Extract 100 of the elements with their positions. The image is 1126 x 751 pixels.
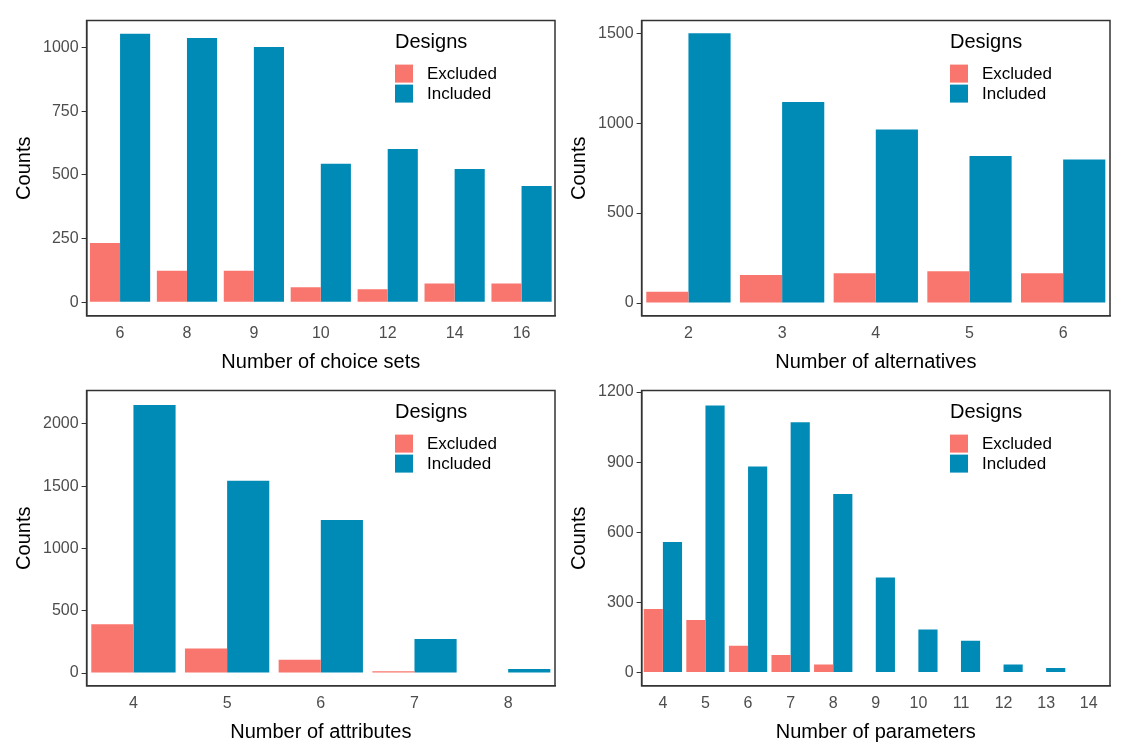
x-tick-label: 8 — [828, 693, 838, 711]
y-tick-label: 0 — [69, 292, 79, 310]
x-axis-title: Number of choice sets — [221, 349, 421, 372]
bar — [387, 148, 418, 302]
bar — [278, 659, 321, 673]
bar — [521, 185, 552, 302]
x-tick-label: 10 — [311, 323, 330, 341]
y-tick-label: 1000 — [43, 538, 79, 556]
y-tick-label: 500 — [51, 165, 79, 183]
bar — [662, 542, 683, 672]
bar — [454, 169, 485, 302]
legend-title: Designs — [950, 400, 1023, 423]
x-tick-label: 4 — [128, 693, 138, 711]
bar — [782, 101, 825, 303]
bar — [320, 519, 363, 673]
bar — [918, 629, 938, 672]
y-axis-title: Counts — [566, 506, 589, 570]
x-tick-label: 4 — [871, 323, 881, 341]
x-tick-label: 11 — [952, 693, 970, 711]
bar — [771, 654, 791, 672]
x-tick-label: 6 — [743, 693, 753, 711]
y-tick-label: 1500 — [598, 23, 634, 41]
legend-label: Included — [427, 83, 492, 103]
x-tick-label: 6 — [1058, 323, 1068, 341]
bar — [688, 33, 731, 303]
y-tick-label: 250 — [51, 229, 79, 247]
y-tick-label: 0 — [624, 293, 634, 311]
bar — [414, 639, 457, 673]
y-axis-title: Counts — [11, 136, 34, 200]
x-tick-label: 5 — [701, 693, 711, 711]
bar — [960, 640, 981, 672]
bar — [927, 271, 970, 303]
bar — [739, 274, 783, 303]
bar — [223, 270, 254, 302]
bar — [833, 493, 853, 672]
x-tick-label: 4 — [658, 693, 668, 711]
x-axis-title: Number of alternatives — [775, 349, 977, 372]
bar — [643, 608, 663, 672]
y-tick-label: 900 — [606, 452, 634, 470]
bar — [227, 480, 270, 673]
bar — [184, 648, 228, 673]
bar — [748, 466, 768, 672]
x-tick-label: 9 — [871, 693, 881, 711]
x-tick-label: 5 — [222, 693, 232, 711]
y-tick-label: 0 — [69, 663, 79, 681]
bar — [1021, 273, 1064, 303]
x-tick-label: 13 — [1037, 693, 1056, 711]
bar — [833, 273, 876, 303]
x-axis-title: Number of attributes — [230, 719, 412, 742]
x-tick-label: 14 — [1079, 693, 1098, 711]
legend-label: Excluded — [982, 433, 1052, 453]
bar — [875, 129, 918, 303]
x-tick-label: 5 — [965, 323, 975, 341]
bar — [646, 291, 689, 303]
y-tick-label: 1200 — [598, 382, 634, 400]
bar — [424, 283, 455, 302]
bar — [1003, 664, 1023, 672]
bar — [253, 47, 284, 302]
bar — [686, 620, 706, 672]
x-tick-label: 7 — [410, 693, 420, 711]
bar — [1046, 668, 1066, 672]
x-tick-label: 12 — [378, 323, 397, 341]
bar — [491, 283, 522, 302]
x-tick-label: 6 — [316, 693, 326, 711]
y-axis-title: Counts — [11, 506, 34, 570]
bar — [969, 156, 1012, 303]
bar — [814, 664, 834, 672]
bar — [1063, 159, 1106, 303]
y-axis-title: Counts — [566, 136, 589, 200]
x-tick-label: 2 — [683, 323, 693, 341]
y-tick-label: 300 — [606, 592, 634, 610]
x-tick-label: 3 — [777, 323, 787, 341]
legend-title: Designs — [395, 400, 468, 423]
x-tick-label: 6 — [115, 323, 125, 341]
x-tick-label: 10 — [909, 693, 928, 711]
y-tick-label: 600 — [606, 522, 634, 540]
x-tick-label: 8 — [503, 693, 513, 711]
legend-title: Designs — [950, 30, 1023, 53]
x-tick-label: 7 — [786, 693, 796, 711]
bar — [120, 33, 151, 302]
legend-label: Excluded — [982, 63, 1052, 83]
bar — [156, 270, 187, 302]
x-axis-title: Number of parameters — [775, 719, 976, 742]
bar — [290, 287, 321, 302]
legend-label: Excluded — [427, 63, 497, 83]
x-tick-label: 12 — [994, 693, 1013, 711]
bar — [133, 404, 176, 673]
legend-label: Included — [427, 453, 492, 473]
x-tick-label: 9 — [249, 323, 259, 341]
y-tick-label: 1000 — [598, 113, 634, 131]
x-tick-label: 16 — [512, 323, 531, 341]
bar — [91, 624, 134, 673]
bar — [357, 289, 388, 302]
legend-label: Excluded — [427, 433, 497, 453]
y-tick-label: 750 — [51, 101, 79, 119]
bar — [790, 422, 810, 672]
bar — [705, 405, 725, 672]
y-tick-label: 1500 — [43, 476, 79, 494]
bar — [186, 37, 218, 302]
legend-label: Included — [982, 83, 1047, 103]
